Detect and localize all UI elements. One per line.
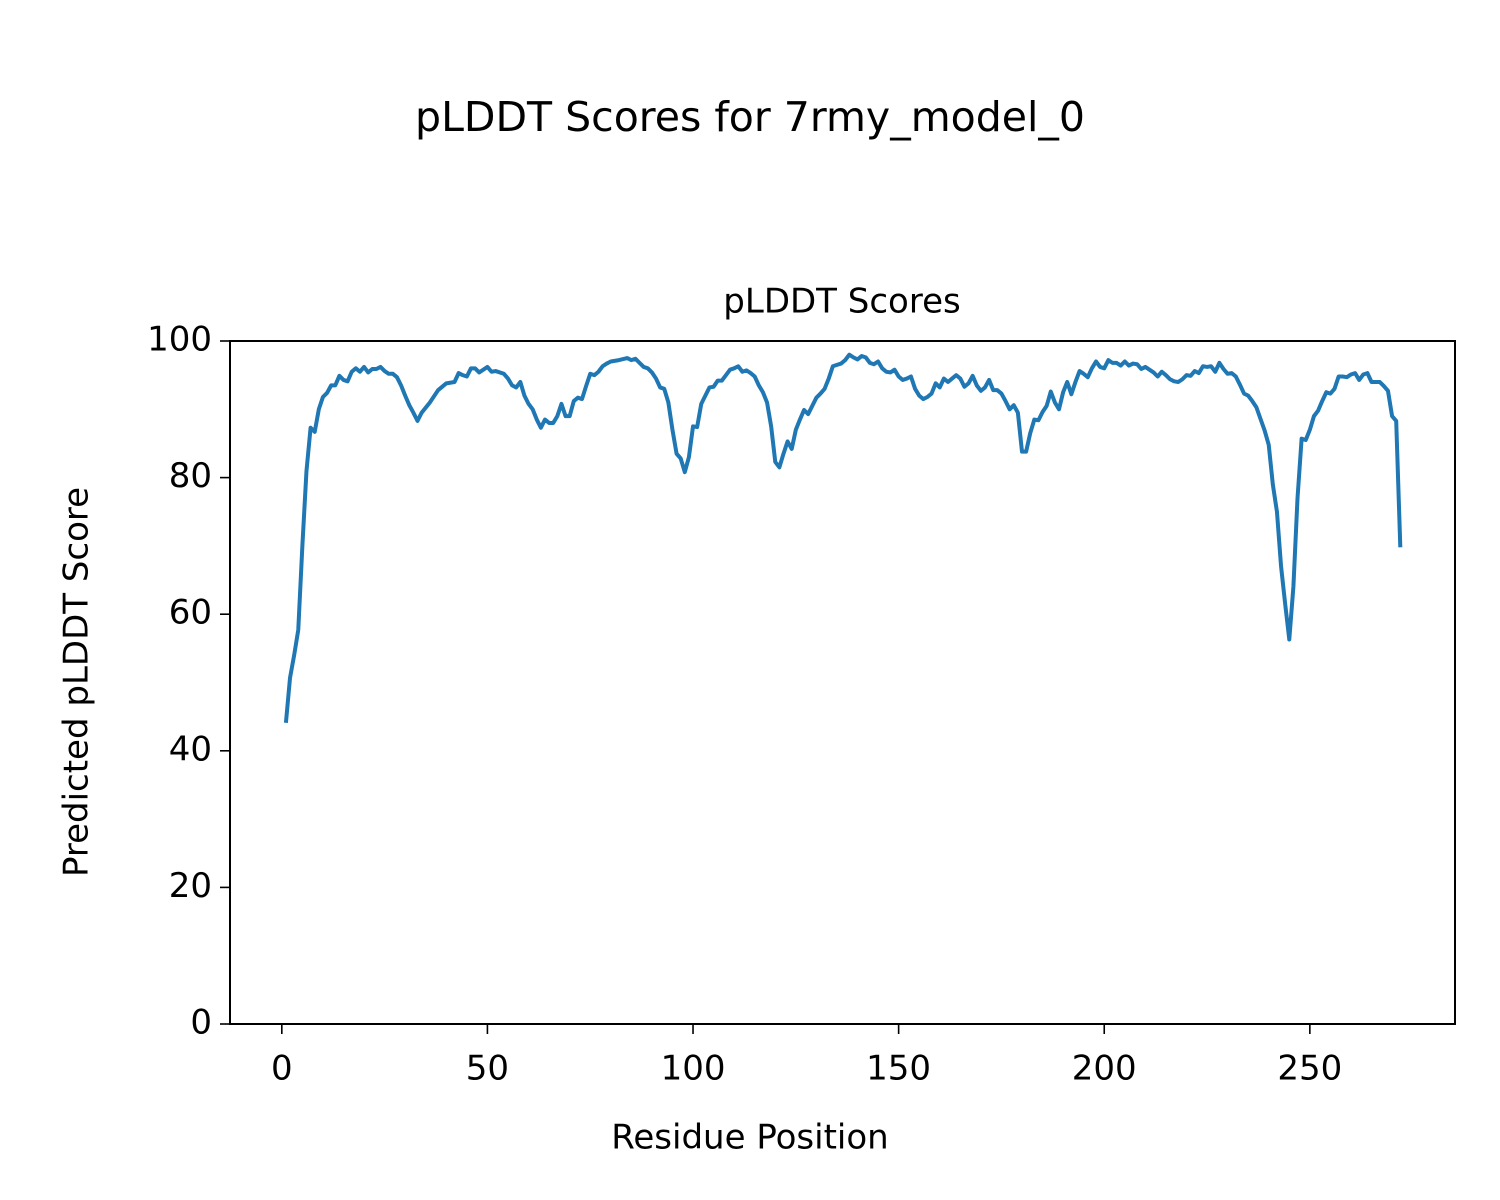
y-tick-label: 60: [169, 593, 212, 633]
x-tick-label: 200: [1072, 1049, 1137, 1089]
x-tick-label: 250: [1277, 1049, 1342, 1089]
y-axis-label: Predicted pLDDT Score: [57, 487, 97, 877]
figure-title: pLDDT Scores for 7rmy_model_0: [415, 93, 1085, 141]
y-tick-label: 80: [169, 456, 212, 496]
x-tick-label: 100: [661, 1049, 726, 1089]
plot-frame: [229, 340, 1456, 1025]
x-axis-label: Residue Position: [611, 1118, 888, 1158]
x-tick-label: 50: [466, 1049, 509, 1089]
axes-title: pLDDT Scores: [723, 282, 960, 322]
x-tick-label: 0: [271, 1049, 293, 1089]
y-tick-label: 40: [169, 729, 212, 769]
x-tick-label: 150: [866, 1049, 931, 1089]
line-series: [283, 352, 1403, 723]
y-tick-label: 0: [190, 1003, 212, 1043]
y-tick-label: 100: [147, 320, 212, 360]
y-tick-label: 20: [169, 866, 212, 906]
